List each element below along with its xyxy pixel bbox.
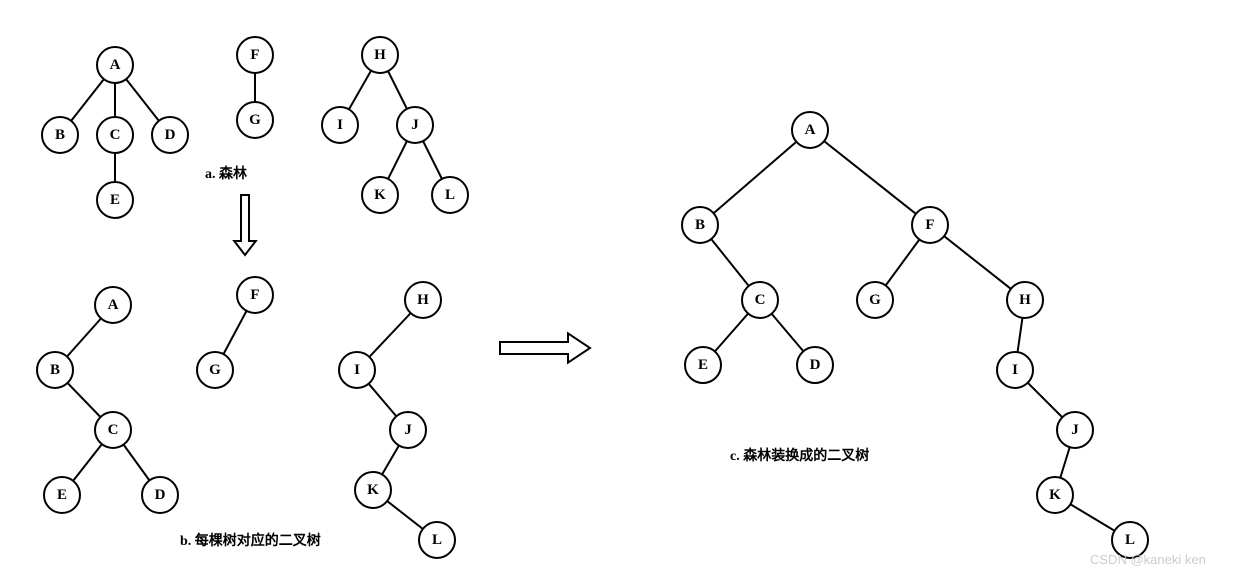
caption-a: a. 森林 [205, 165, 247, 182]
watermark-text: CSDN @kaneki ken [1090, 552, 1206, 567]
node-label: B [50, 362, 60, 378]
down-arrow-icon [234, 195, 256, 255]
node-label: C [108, 422, 119, 438]
node-label: D [810, 357, 821, 373]
node-label: L [432, 532, 442, 548]
node-label: G [869, 292, 881, 308]
edge [810, 130, 930, 225]
node-label: K [374, 187, 386, 203]
node-label: E [110, 192, 120, 208]
node-label: L [1125, 532, 1135, 548]
node-label: I [337, 117, 343, 133]
node-label: E [57, 487, 67, 503]
node-label: E [698, 357, 708, 373]
node-label: C [110, 127, 121, 143]
node-label: F [250, 47, 259, 63]
panel-binary-trees: A B C E D F G H I J K L [37, 277, 455, 558]
node-label: L [445, 187, 455, 203]
node-label: H [374, 47, 386, 63]
node-label: F [250, 287, 259, 303]
node-label: H [1019, 292, 1031, 308]
panel-result: A B C E D F G H I J K L [682, 112, 1148, 558]
node-label: I [1012, 362, 1018, 378]
node-label: A [108, 297, 119, 313]
node-label: B [695, 217, 705, 233]
node-label: J [1071, 422, 1079, 438]
node-label: A [805, 122, 816, 138]
node-label: J [411, 117, 419, 133]
node-label: I [354, 362, 360, 378]
panel-forest: A B C D E F G H I J K L [42, 37, 468, 218]
caption-c: c. 森林装换成的二叉树 [730, 447, 869, 464]
node-label: H [417, 292, 429, 308]
node-label: B [55, 127, 65, 143]
node-label: G [249, 112, 261, 128]
node-label: K [367, 482, 379, 498]
edge [700, 130, 810, 225]
node-label: D [165, 127, 176, 143]
diagram-canvas: A B C D E F G H I J K L A B C E D F G H I J K L A B C E D F G H I J K La. 森… [0, 0, 1250, 570]
node-label: C [755, 292, 766, 308]
node-label: A [110, 57, 121, 73]
caption-b: b. 每棵树对应的二叉树 [180, 532, 321, 549]
node-label: F [925, 217, 934, 233]
node-label: J [404, 422, 412, 438]
node-label: D [155, 487, 166, 503]
node-label: K [1049, 487, 1061, 503]
right-arrow-icon [500, 333, 590, 362]
node-label: G [209, 362, 221, 378]
